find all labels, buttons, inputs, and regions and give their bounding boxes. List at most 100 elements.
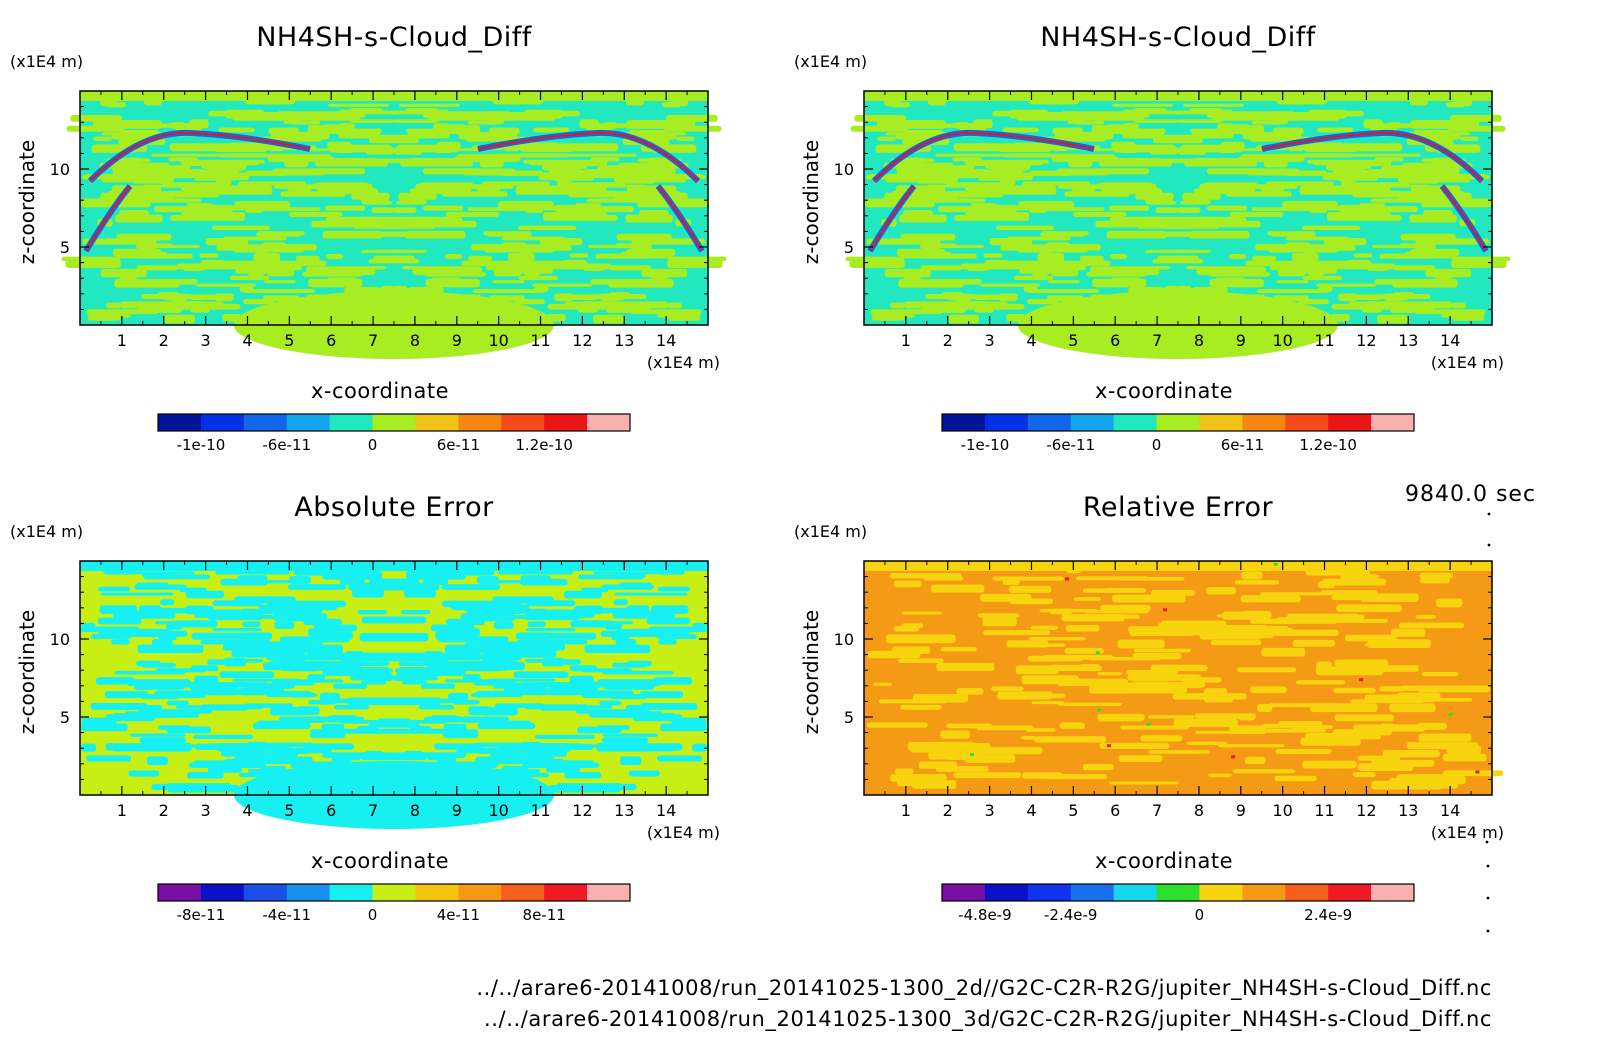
field-streak: [1109, 781, 1179, 785]
x-tick-label: 12: [1356, 801, 1376, 820]
field-streak: [104, 691, 149, 699]
field-streak: [1006, 640, 1049, 648]
colorbar-swatch: [1328, 414, 1372, 431]
colorbar-swatch: [415, 884, 459, 901]
y-axis-label: z-coordinate: [799, 140, 823, 264]
field-streak: [612, 611, 676, 619]
field-streak: [126, 679, 191, 687]
field-streak: [628, 770, 660, 777]
field-streak: [575, 709, 613, 714]
field-streak: [1064, 191, 1131, 197]
field-streak: [1336, 604, 1402, 613]
field-streak: [610, 265, 652, 271]
x-tick-label: 10: [1272, 801, 1292, 820]
field-streak: [513, 671, 569, 678]
field-streak: [1451, 316, 1485, 321]
field-streak: [391, 616, 427, 624]
field-streak: [983, 253, 1003, 258]
field-streak: [1241, 571, 1263, 580]
field-streak: [1225, 191, 1292, 197]
field-streak: [1118, 755, 1163, 762]
colorbar-tick-label: -4.8e-9: [958, 906, 1011, 924]
field-streak: [195, 283, 256, 287]
field-streak: [260, 765, 287, 771]
field-streak: [137, 644, 204, 654]
field-streak: [1302, 275, 1343, 281]
field-streak: [1094, 114, 1144, 121]
field-streak: [146, 756, 168, 766]
field-streak: [639, 691, 684, 699]
y-tick-label: 10: [50, 630, 70, 649]
field-streak: [602, 670, 674, 675]
field-streak: [670, 99, 688, 107]
field-streak: [1260, 592, 1328, 596]
field-streak: [1302, 153, 1354, 158]
field-streak: [326, 277, 358, 286]
field-gradient-band: [869, 185, 915, 252]
field-streak: [587, 244, 626, 248]
field-top-band: [864, 91, 1492, 101]
field-streak: [380, 285, 395, 294]
field-streak: [1174, 216, 1247, 226]
field-streak: [368, 201, 392, 205]
field-streak: [306, 294, 360, 300]
field-streak: [393, 207, 417, 214]
field-streak: [871, 313, 915, 318]
colorbar-swatch: [984, 884, 1029, 901]
colorbar-tick-label: 0: [1195, 906, 1205, 924]
field-streak: [1187, 298, 1238, 302]
field-streak: [333, 704, 370, 710]
field-streak: [171, 744, 223, 748]
field-streak: [423, 576, 449, 585]
field-streak: [450, 628, 480, 637]
x-tick-label: 9: [1236, 801, 1246, 820]
field-streak: [1251, 207, 1310, 211]
field-streak: [885, 634, 956, 644]
field-streak: [1127, 674, 1201, 681]
time-label: 9840.0 sec: [1405, 482, 1537, 507]
field-streak: [998, 293, 1018, 302]
field-streak: [162, 294, 180, 301]
field-streak: [267, 769, 339, 775]
field-streak: [1204, 696, 1234, 703]
field-streak: [530, 187, 569, 193]
field-streak: [1108, 205, 1150, 211]
field-streak: [218, 127, 256, 133]
colorbar-swatch: [415, 414, 459, 431]
field-streak: [556, 178, 572, 187]
field-streak: [893, 626, 920, 632]
colorbar-swatch: [1285, 414, 1329, 431]
y-tick-label: 5: [60, 238, 70, 257]
field-streak: [1214, 277, 1246, 286]
field-streak: [243, 289, 316, 294]
chart-title: Absolute Error: [294, 492, 494, 523]
field-streak: [1210, 639, 1262, 646]
field-streak: [1064, 647, 1104, 654]
field-streak: [1303, 246, 1318, 254]
field-streak: [1082, 763, 1114, 771]
field-streak: [1312, 159, 1372, 166]
field-streak: [479, 159, 504, 168]
field-streak: [368, 672, 393, 682]
field-streak: [992, 576, 1065, 581]
chart-panel-2: NH4SH-s-Cloud_Diff(x1E4 m)1 2 3 4 5 6 7 8 9 10 11 1…: [794, 22, 1511, 454]
field-streak: [920, 265, 962, 271]
field-streak: [583, 265, 605, 271]
field-streak: [406, 128, 444, 133]
field-streak: [186, 203, 213, 207]
field-streak: [1305, 732, 1362, 740]
x-tick-label: 8: [1194, 331, 1204, 350]
field-streak: [263, 608, 305, 615]
field-streak: [1274, 775, 1317, 782]
field-streak: [436, 141, 461, 149]
field-streak: [850, 125, 908, 132]
field-streak: [631, 238, 706, 245]
field-streak: [1110, 277, 1142, 286]
field-streak: [1150, 664, 1208, 672]
field-streak: [404, 750, 423, 756]
colorbar-tick-label: 2.4e-9: [1304, 906, 1352, 924]
x-axis-label: x-coordinate: [1095, 849, 1233, 873]
field-streak: [1352, 772, 1376, 778]
field-streak: [582, 690, 634, 698]
field-streak: [884, 99, 902, 107]
